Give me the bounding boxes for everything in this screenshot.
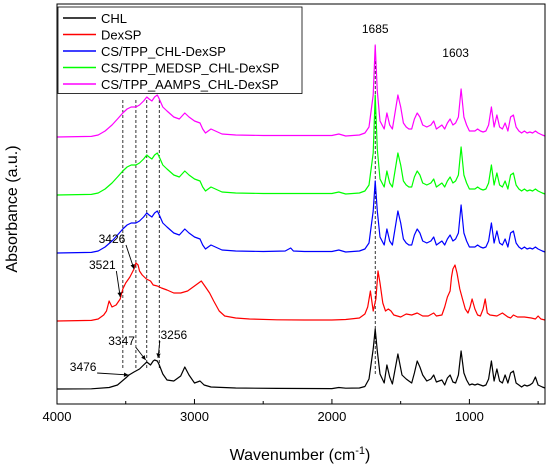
annotation-arrowhead [156, 353, 161, 358]
series-line-1 [56, 262, 546, 322]
legend-entry: CS/TPP_AAMPS_CHL-DexSP [101, 77, 279, 92]
legend-entry: CS/TPP_MEDSP_CHL-DexSP [101, 61, 279, 76]
annotation-arrowhead [123, 372, 129, 377]
annotation-arrow [97, 372, 129, 376]
annotation-arrowhead [130, 264, 135, 269]
legend-entry: CHL [101, 11, 127, 26]
annotation-arrowhead [117, 292, 122, 297]
legend-entry: DexSP [101, 28, 141, 43]
x-axis-ticks: 4000 3000 2000 1000 [43, 399, 539, 424]
series-line-0 [56, 328, 546, 390]
annotation-3256: 3256 [160, 328, 187, 342]
annotation-3426: 3426 [99, 232, 126, 246]
annotation-1603: 1603 [442, 46, 469, 60]
annotation-layer: 1685 1603 3426 3521 3476 3347 3256 [70, 22, 469, 377]
reference-lines [122, 46, 376, 376]
annotation-3347: 3347 [108, 334, 135, 348]
x-tick-label: 1000 [455, 409, 484, 424]
y-axis-label: Absorbance (a.u.) [4, 145, 21, 272]
annotation-3521: 3521 [89, 258, 116, 272]
series-line-2 [56, 180, 546, 254]
annotation-3476: 3476 [70, 360, 97, 374]
series-line-3 [56, 94, 546, 196]
legend-box [57, 6, 303, 94]
legend-entry: CS/TPP_CHL-DexSP [101, 44, 226, 59]
series-line-4 [56, 44, 546, 138]
plot-frame [56, 3, 546, 405]
annotation-arrowhead [141, 355, 146, 360]
x-tick-label: 4000 [43, 409, 72, 424]
series-layer [56, 44, 546, 390]
annotation-1685: 1685 [362, 22, 389, 36]
x-tick-label: 2000 [317, 409, 346, 424]
x-tick-label: 3000 [180, 409, 209, 424]
x-axis-label: Wavenumber (cm-1) [230, 445, 371, 464]
